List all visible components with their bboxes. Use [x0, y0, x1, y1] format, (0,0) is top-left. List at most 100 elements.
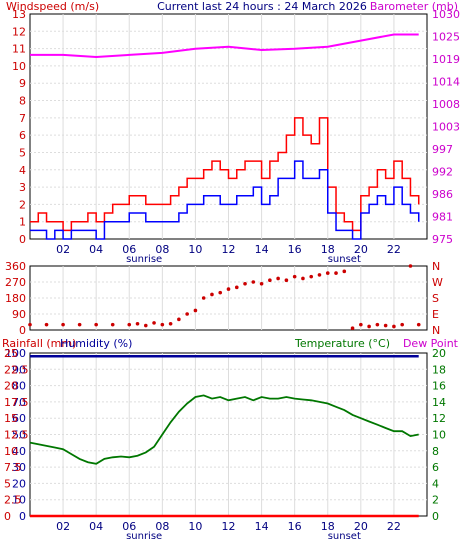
x-tick-label: 02 — [56, 243, 70, 256]
left-tick-label: 50 — [12, 429, 26, 442]
left-tick-label: 40 — [12, 445, 26, 458]
temperature-axis-title: Temperature (°C) — [294, 337, 390, 350]
direction-point — [168, 321, 173, 326]
wind-average-series — [30, 160, 420, 240]
right-tick-label: 1008 — [432, 98, 460, 111]
x-tick-label: 06 — [122, 243, 136, 256]
rain-tick-label: 15 — [4, 412, 18, 425]
direction-point — [243, 281, 247, 286]
x-tick-label: 12 — [222, 243, 236, 256]
left-tick-label: 0 — [19, 324, 26, 337]
left-tick-label: 100 — [5, 347, 26, 360]
dewpoint-axis-title: Dew Point — [403, 337, 459, 350]
direction-point — [201, 296, 206, 300]
direction-point — [284, 278, 289, 283]
left-tick-label: 10 — [12, 60, 26, 73]
direction-point — [251, 280, 256, 284]
x-tick-label: 04 — [89, 520, 103, 533]
left-tick-label: 20 — [12, 477, 26, 490]
direction-point — [77, 322, 82, 327]
direction-point — [143, 323, 148, 328]
wind-baro-panel: 02 04 06 08 10 12 14 16 18 20 22012345678910111213… — [12, 8, 460, 265]
chart-title: Current last 24 hours : 24 March 2026 — [157, 0, 367, 13]
x-tick-label: 18 — [321, 243, 335, 256]
direction-point — [383, 323, 388, 328]
x-tick-label: 04 — [89, 243, 103, 256]
right-tick-label: S — [432, 292, 439, 305]
direction-point — [210, 292, 214, 297]
right-tick-label: 20 — [432, 347, 446, 360]
left-tick-label: 90 — [12, 308, 26, 321]
rain-tick-label: 10 — [4, 445, 18, 458]
direction-point — [152, 321, 156, 325]
direction-point — [408, 264, 413, 268]
direction-point — [367, 324, 371, 329]
left-tick-label: 180 — [5, 292, 26, 305]
direction-point — [218, 290, 223, 295]
right-tick-label: 4 — [432, 477, 439, 490]
right-tick-label: 18 — [432, 363, 446, 376]
rain-tick-label: 20 — [4, 380, 18, 393]
direction-point — [234, 285, 239, 290]
sunrise-label: sunrise — [126, 531, 162, 542]
direction-point — [317, 273, 322, 277]
x-tick-label: 16 — [288, 520, 302, 533]
direction-point — [301, 276, 305, 281]
left-tick-label: 0 — [19, 510, 26, 523]
left-tick-label: 11 — [12, 43, 26, 56]
right-tick-label: 997 — [432, 143, 453, 156]
rain-tick-label: 22.5 — [4, 363, 29, 376]
right-tick-label: 0 — [432, 510, 439, 523]
left-tick-label: 2 — [19, 198, 26, 211]
right-tick-label: 981 — [432, 211, 453, 224]
left-tick-label: 9 — [19, 77, 26, 90]
barometer-axis-title: Barometer (mb) — [370, 0, 458, 13]
direction-point — [325, 271, 330, 275]
sunrise-label: sunrise — [126, 254, 162, 265]
x-tick-label: 22 — [387, 520, 401, 533]
direction-point — [28, 322, 32, 327]
rain-tick-label: 5 — [4, 477, 11, 490]
right-tick-label: 986 — [432, 188, 453, 201]
direction-point — [110, 322, 115, 327]
right-tick-label: 10 — [432, 429, 446, 442]
direction-point — [135, 321, 140, 326]
direction-point — [193, 308, 198, 313]
left-tick-label: 1 — [19, 216, 26, 229]
direction-point — [334, 271, 338, 275]
right-tick-label: 1030 — [432, 8, 460, 21]
rain-tick-label: 0 — [4, 510, 11, 523]
rain-tick-label: 7.5 — [4, 461, 22, 474]
x-tick-label: 14 — [255, 243, 269, 256]
left-tick-label: 70 — [12, 396, 26, 409]
left-tick-label: 360 — [5, 260, 26, 273]
x-tick-label: 20 — [354, 520, 368, 533]
rain-tick-label: 17.5 — [4, 396, 29, 409]
left-tick-label: 10 — [12, 494, 26, 507]
direction-point — [226, 287, 231, 291]
right-tick-label: 992 — [432, 166, 453, 179]
rain-tick-label: 2.5 — [4, 494, 22, 507]
left-tick-label: 13 — [12, 8, 26, 21]
x-tick-label: 10 — [188, 243, 202, 256]
x-tick-label: 08 — [155, 243, 169, 256]
left-tick-label: 80 — [12, 380, 26, 393]
direction-point — [292, 274, 297, 279]
x-tick-label: 16 — [288, 243, 302, 256]
x-tick-label: 20 — [354, 243, 368, 256]
left-tick-label: 4 — [19, 164, 26, 177]
humidity-axis-title: Humidity (%) — [60, 337, 132, 350]
left-tick-label: 12 — [12, 25, 26, 38]
left-tick-label: 270 — [5, 276, 26, 289]
right-tick-label: 6 — [432, 461, 439, 474]
right-tick-label: E — [432, 308, 439, 321]
direction-point — [259, 281, 264, 286]
right-tick-label: 2 — [432, 494, 439, 507]
left-tick-label: 30 — [12, 461, 26, 474]
direction-point — [359, 322, 363, 327]
direction-point — [268, 278, 272, 283]
barometer-series — [30, 33, 419, 59]
rain-tick-label: 25 — [4, 347, 18, 360]
direction-point — [276, 276, 280, 281]
left-tick-label: 8 — [19, 95, 26, 108]
